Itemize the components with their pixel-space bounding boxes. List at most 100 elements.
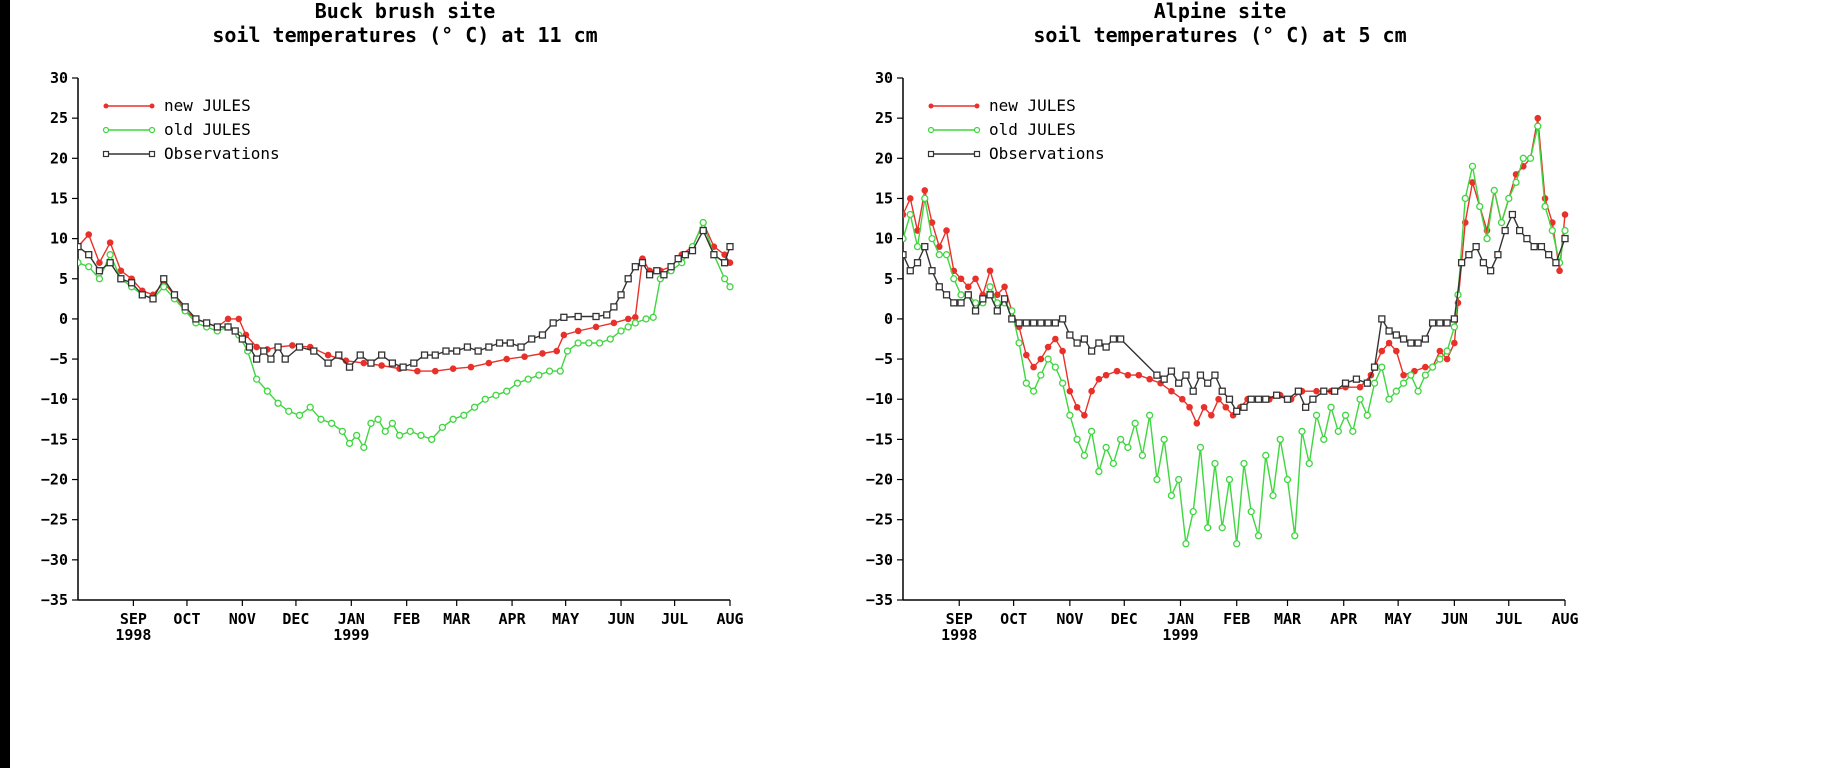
y-tick-label: 15 [50,189,68,207]
data-point [1186,403,1193,411]
data-point [345,363,354,371]
data-point [903,251,907,259]
data-point [1254,395,1263,403]
data-point [903,211,907,218]
data-point [942,251,951,259]
series-new-jules [903,114,1569,427]
x-tick-label: JUN [1441,610,1468,628]
data-point [1087,427,1096,436]
data-point [367,419,375,427]
data-point [674,255,682,263]
data-point [1556,267,1563,275]
data-point [592,323,600,331]
data-point [667,263,675,271]
data-point [710,251,718,259]
data-point [560,313,568,321]
data-point [1044,355,1052,363]
x-tick-label: FEB [1223,610,1250,628]
data-point [1414,339,1422,347]
data-point [506,339,514,347]
data-point [1023,351,1030,359]
x-tick-label: JUL [1495,610,1522,628]
x-tick-label: JUN [607,610,634,628]
data-point [524,375,532,383]
y-tick-label: 30 [50,69,68,87]
legend-label: new JULES [989,96,1076,115]
data-point [485,359,493,367]
data-point [935,283,943,291]
data-point [1189,387,1197,395]
data-point [149,295,157,303]
data-point [399,363,407,371]
data-point [1211,371,1219,379]
data-point [78,259,82,267]
data-point [420,351,429,359]
x-tick-label: NOV [1056,610,1083,628]
data-point [1301,403,1310,411]
data-point [1051,363,1060,371]
data-point [1073,339,1081,347]
legend-marker [148,150,156,158]
data-point [310,347,318,355]
data-point [1022,319,1030,327]
data-point [1512,178,1520,187]
x-tick-label: NOV [229,610,256,628]
data-point [170,291,179,299]
data-point [95,267,104,275]
data-point [1030,363,1037,371]
legend-marker [973,150,981,158]
legend-marker [103,103,109,109]
data-point [592,312,600,321]
data-point [1008,315,1016,323]
data-point [1407,371,1415,379]
series-old-jules [903,122,1569,548]
data-point [950,275,958,283]
data-point [1240,403,1248,411]
data-point [964,283,972,291]
data-point [1116,435,1125,444]
data-point [1073,435,1081,444]
data-point [1102,443,1110,452]
data-point [1095,339,1103,347]
figure-panel: Buck brush site soil temperatures (° C) … [10,0,1821,768]
data-point [624,315,632,323]
data-point [1526,154,1535,162]
data-point [95,275,104,283]
data-point [1269,491,1277,500]
data-point [1001,283,1008,291]
data-point [1066,411,1074,419]
data-point [260,347,268,355]
data-point [942,291,951,299]
data-point [492,391,500,399]
data-point [1135,371,1143,379]
data-point [957,299,965,307]
data-point [535,371,543,379]
y-tick-label: 10 [50,230,68,248]
chart-subtitle: soil temperatures (° C) at 11 cm [212,23,597,47]
x-tick-label: APR [1330,610,1358,628]
data-point [353,431,361,440]
data-point [1400,371,1407,379]
data-point [181,303,189,311]
data-point [1254,532,1263,540]
data-point [1044,343,1052,351]
data-point [1022,379,1030,387]
data-point [449,365,457,373]
data-point [653,267,661,275]
legend-entry: new JULES [103,96,251,115]
data-point [1561,234,1569,243]
data-point [957,291,965,299]
data-point [1436,319,1444,327]
data-point [1356,395,1364,403]
data-point [306,403,314,411]
data-point [1029,387,1038,395]
data-point [1179,395,1186,403]
data-point [1486,267,1495,275]
x-tick-label: FEB [393,610,420,628]
data-point [245,343,254,351]
data-point [1378,363,1386,371]
data-point [699,226,707,235]
data-point [993,307,1001,315]
data-point [1088,387,1095,395]
data-point [1534,122,1542,130]
